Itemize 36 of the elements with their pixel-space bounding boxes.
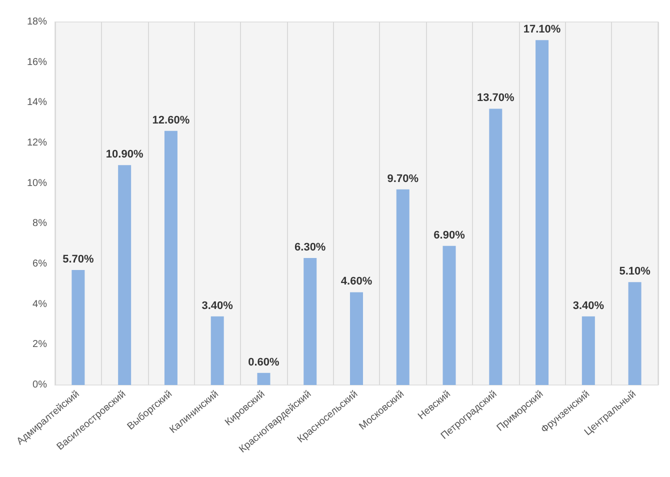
y-tick-label: 8% — [32, 218, 48, 230]
y-tick-label: 10% — [26, 178, 48, 189]
data-label: 4.60% — [340, 276, 372, 288]
bar — [72, 270, 85, 385]
data-label: 12.60% — [152, 114, 190, 126]
data-label: 6.90% — [434, 229, 466, 242]
bar — [442, 246, 456, 385]
bar — [304, 258, 317, 385]
bar — [210, 316, 224, 385]
y-tick-label: 4% — [32, 298, 48, 310]
bar — [257, 372, 270, 385]
data-label: 0.60% — [248, 356, 280, 368]
bar — [536, 40, 549, 385]
data-label: 6.30% — [294, 241, 326, 254]
y-tick-label: 12% — [26, 138, 48, 148]
y-tick-label: 18% — [26, 16, 48, 28]
y-tick-label: 14% — [26, 97, 48, 108]
data-label: 5.70% — [62, 254, 94, 266]
y-tick-label: 0% — [32, 380, 48, 390]
bar — [118, 165, 132, 385]
data-label: 13.70% — [477, 92, 515, 104]
data-label: 9.70% — [387, 172, 419, 185]
bar — [628, 282, 642, 385]
y-tick-label: 6% — [32, 258, 48, 270]
bar — [350, 292, 363, 385]
data-label: 3.40% — [572, 300, 604, 312]
bar — [164, 130, 178, 385]
data-label: 5.10% — [619, 266, 651, 278]
data-label: 17.10% — [523, 24, 561, 36]
y-tick-label: 2% — [32, 339, 48, 350]
data-label: 10.90% — [106, 148, 144, 161]
bar — [396, 189, 410, 385]
y-tick-label: 16% — [26, 56, 48, 68]
bar — [489, 108, 502, 385]
data-label: 3.40% — [202, 300, 234, 312]
bar — [582, 316, 595, 385]
